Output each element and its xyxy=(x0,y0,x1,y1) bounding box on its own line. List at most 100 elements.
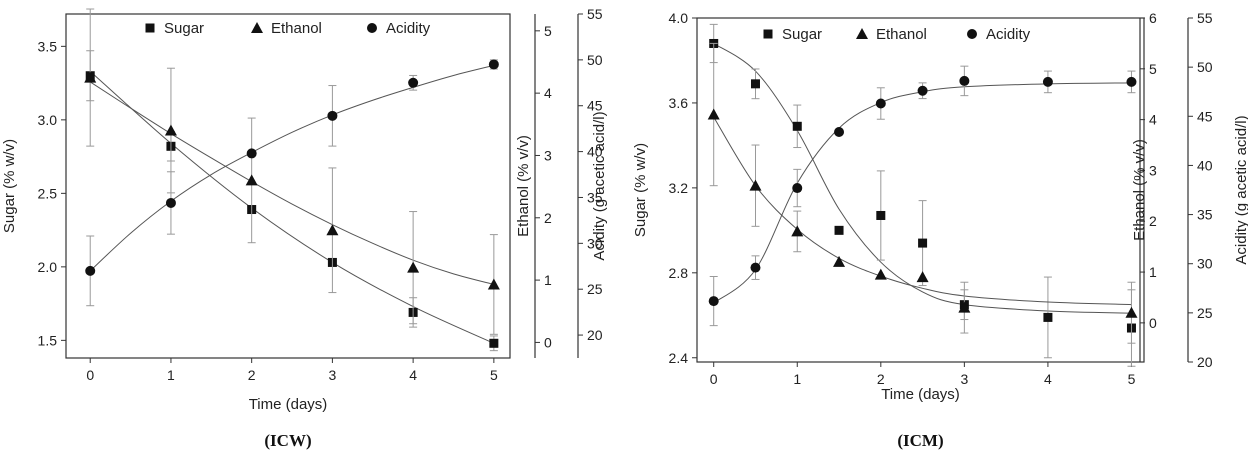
x-tick-label: 2 xyxy=(877,371,885,387)
x-tick-label: 5 xyxy=(1128,371,1136,387)
x-tick-label: 3 xyxy=(329,367,337,383)
data-point-acidity xyxy=(85,265,96,276)
legend-marker-acidity xyxy=(967,29,977,39)
y-tick-label-ethanol: 5 xyxy=(544,23,552,39)
data-point-ethanol xyxy=(1125,306,1138,318)
y-tick-label-sugar: 3.0 xyxy=(38,112,58,128)
y-tick-label-sugar: 3.5 xyxy=(38,38,58,54)
data-point-ethanol xyxy=(326,224,339,236)
y-axis-label-ethanol: Ethanol (% v/v) xyxy=(515,135,532,237)
x-tick-label: 4 xyxy=(409,367,417,383)
y-tick-label-acidity: 45 xyxy=(1197,108,1213,124)
x-tick-label: 2 xyxy=(248,367,256,383)
y-axis-label-sugar: Sugar (% w/v) xyxy=(632,143,649,237)
y-axis-label-sugar: Sugar (% w/v) xyxy=(1,139,18,233)
data-point-acidity xyxy=(917,85,928,96)
y-axis-label-acidity: Acidity (g acetic acid/l) xyxy=(1233,115,1248,264)
data-point-sugar xyxy=(876,210,886,220)
legend-label-acidity: Acidity xyxy=(986,26,1031,43)
x-axis-label: Time (days) xyxy=(249,396,328,413)
legend-label-ethanol: Ethanol xyxy=(876,26,927,43)
y-tick-label-sugar: 3.2 xyxy=(669,180,689,196)
data-point-ethanol xyxy=(245,174,258,186)
y-tick-label-sugar: 4.0 xyxy=(669,10,689,26)
y-tick-label-acidity: 35 xyxy=(1197,207,1213,223)
y-tick-label-acidity: 30 xyxy=(587,235,603,251)
data-point-sugar xyxy=(792,121,802,131)
panel-caption: (ICM) xyxy=(897,431,943,450)
data-point-acidity xyxy=(959,75,970,86)
y-tick-label-ethanol: 3 xyxy=(544,147,552,163)
data-point-ethanol xyxy=(916,271,929,283)
data-point-acidity xyxy=(708,296,719,307)
fit-line-sugar xyxy=(89,70,495,344)
data-point-ethanol xyxy=(84,71,97,83)
y-tick-label-ethanol: 2 xyxy=(1149,213,1157,229)
y-tick-label-ethanol: 6 xyxy=(1149,10,1157,26)
y-tick-label-ethanol: 0 xyxy=(544,334,552,350)
data-point-ethanol xyxy=(164,124,177,136)
legend-marker-sugar xyxy=(763,29,773,39)
y-tick-label-sugar: 1.5 xyxy=(38,332,58,348)
data-point-ethanol xyxy=(833,255,846,267)
data-point-ethanol xyxy=(407,261,420,273)
data-point-ethanol xyxy=(958,301,971,313)
y-tick-label-ethanol: 1 xyxy=(544,272,552,288)
data-point-sugar xyxy=(750,79,760,89)
data-point-acidity xyxy=(488,59,499,70)
fit-line-sugar xyxy=(713,43,1132,314)
y-tick-label-acidity: 40 xyxy=(587,144,603,160)
legend-label-acidity: Acidity xyxy=(386,20,431,37)
plot-frame xyxy=(696,17,1145,363)
y-tick-label-ethanol: 1 xyxy=(1149,264,1157,280)
x-tick-label: 4 xyxy=(1044,371,1052,387)
data-point-acidity xyxy=(165,197,176,208)
y-tick-label-ethanol: 4 xyxy=(544,85,552,101)
x-tick-label: 0 xyxy=(86,367,94,383)
data-point-ethanol xyxy=(791,225,804,237)
data-point-acidity xyxy=(875,98,886,109)
data-point-sugar xyxy=(834,225,844,235)
data-point-acidity xyxy=(834,127,845,138)
y-tick-label-sugar: 2.4 xyxy=(669,350,689,366)
data-point-ethanol xyxy=(749,179,762,191)
fit-line-acidity xyxy=(89,64,494,272)
y-tick-label-acidity: 40 xyxy=(1197,157,1213,173)
data-point-acidity xyxy=(1126,76,1137,87)
y-tick-label-ethanol: 4 xyxy=(1149,112,1157,128)
y-tick-label-sugar: 2.0 xyxy=(38,259,58,275)
y-tick-label-sugar: 3.6 xyxy=(669,95,689,111)
panel-caption: (ICW) xyxy=(264,431,311,450)
x-axis-label: Time (days) xyxy=(881,386,960,403)
data-point-acidity xyxy=(792,183,803,194)
y-tick-label-ethanol: 5 xyxy=(1149,61,1157,77)
y-tick-label-acidity: 30 xyxy=(1197,256,1213,272)
legend-label-sugar: Sugar xyxy=(782,26,822,43)
plot-frame xyxy=(65,13,511,359)
y-tick-label-acidity: 25 xyxy=(587,281,603,297)
data-point-sugar xyxy=(918,238,928,248)
y-tick-label-acidity: 45 xyxy=(587,98,603,114)
data-point-acidity xyxy=(327,110,338,121)
y-tick-label-ethanol: 0 xyxy=(1149,315,1157,331)
x-tick-label: 3 xyxy=(960,371,968,387)
y-tick-label-sugar: 2.8 xyxy=(669,265,689,281)
x-tick-label: 0 xyxy=(710,371,718,387)
y-tick-label-acidity: 25 xyxy=(1197,305,1213,321)
legend-marker-acidity xyxy=(367,23,377,33)
data-point-ethanol xyxy=(707,108,720,120)
legend-marker-ethanol xyxy=(251,22,263,33)
y-tick-label-sugar: 2.5 xyxy=(38,185,58,201)
legend-marker-ethanol xyxy=(856,28,868,39)
legend-label-sugar: Sugar xyxy=(164,20,204,37)
legend-marker-sugar xyxy=(145,23,155,33)
y-tick-label-acidity: 50 xyxy=(587,52,603,68)
data-point-acidity xyxy=(408,77,419,88)
y-tick-label-acidity: 20 xyxy=(587,327,603,343)
y-tick-label-acidity: 50 xyxy=(1197,59,1213,75)
y-tick-label-acidity: 35 xyxy=(587,189,603,205)
